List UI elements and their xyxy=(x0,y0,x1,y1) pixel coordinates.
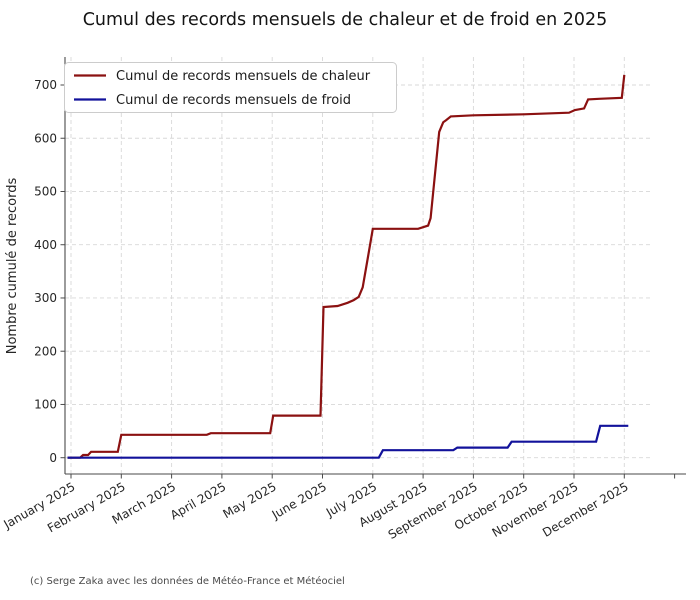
y-tick-label: 300 xyxy=(34,291,57,305)
legend-cold-label: Cumul de records mensuels de froid xyxy=(116,93,351,108)
x-tick-label: June 2025 xyxy=(269,479,329,522)
x-tick-label: April 2025 xyxy=(168,479,229,522)
y-tick-label: 100 xyxy=(34,398,57,412)
cold-series-line xyxy=(67,424,629,459)
legend-heat-label: Cumul de records mensuels de chaleur xyxy=(116,69,371,84)
grid-lines xyxy=(65,57,653,474)
x-tick-label: November 2025 xyxy=(490,479,581,540)
x-tick-label: September 2025 xyxy=(386,479,480,541)
y-axis-label: Nombre cumulé de records xyxy=(5,178,20,355)
y-tick-label: 200 xyxy=(34,344,57,358)
chart-title: Cumul des records mensuels de chaleur et… xyxy=(83,10,608,30)
heat-series-line xyxy=(67,74,626,459)
y-tick-label: 500 xyxy=(34,185,57,199)
y-tick-label: 600 xyxy=(34,131,57,145)
legend: Cumul de records mensuels de chaleur Cum… xyxy=(64,62,397,113)
y-tick-label: 700 xyxy=(34,78,57,92)
x-tick-label: May 2025 xyxy=(220,479,278,521)
y-tick-label: 400 xyxy=(34,238,57,252)
y-tick-label: 0 xyxy=(49,451,57,465)
x-tick-label: December 2025 xyxy=(540,479,631,539)
series-lines xyxy=(67,74,629,459)
legend-box xyxy=(64,62,397,113)
credit-text: (c) Serge Zaka avec les données de Météo… xyxy=(30,575,345,587)
